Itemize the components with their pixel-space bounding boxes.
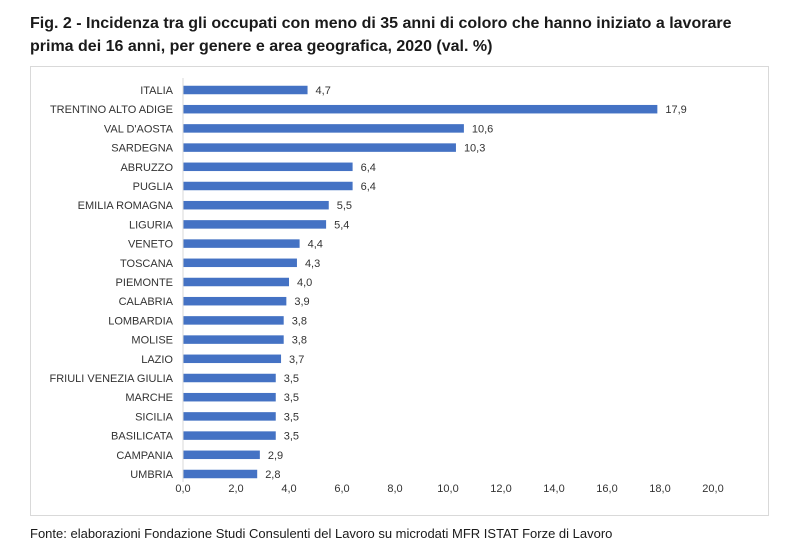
x-tick-label: 6,0: [334, 483, 349, 495]
value-label-toscana: 4,3: [305, 258, 320, 270]
x-tick-label: 4,0: [281, 483, 296, 495]
category-label-abruzzo: ABRUZZO: [120, 162, 173, 174]
category-label-campania: CAMPANIA: [116, 450, 173, 462]
value-label-piemonte: 4,0: [297, 277, 312, 289]
bar-val-d-aosta: [183, 124, 464, 133]
x-tick-label: 2,0: [228, 483, 243, 495]
bar-sardegna: [183, 143, 456, 152]
bar-puglia: [183, 181, 353, 191]
source-note: Fonte: elaborazioni Fondazione Studi Con…: [30, 526, 613, 541]
category-label-lombardia: LOMBARDIA: [108, 315, 173, 327]
value-label-friuli-venezia-giulia: 3,5: [284, 373, 299, 385]
bar-friuli-venezia-giulia: [183, 373, 276, 383]
value-label-basilicata: 3,5: [284, 431, 299, 443]
value-label-sicilia: 3,5: [284, 411, 299, 423]
category-label-calabria: CALABRIA: [119, 296, 174, 308]
bar-italia: [183, 85, 308, 95]
bar-calabria: [183, 296, 287, 306]
category-label-italia: ITALIA: [140, 85, 173, 97]
chart-area: ITALIA 4,7 TRENTINO ALTO ADIGE 17,9 VAL D'AO…: [30, 66, 769, 516]
value-label-campania: 2,9: [268, 450, 283, 462]
category-label-emilia-romagna: EMILIA ROMAGNA: [78, 200, 174, 212]
value-label-trentino-alto-adige: 17,9: [665, 104, 686, 116]
bar-piemonte: [183, 277, 289, 287]
x-tick-label: 8,0: [387, 483, 402, 495]
bar-chart: ITALIA 4,7 TRENTINO ALTO ADIGE 17,9 VAL D'AO…: [50, 78, 724, 495]
x-tick-label: 14,0: [543, 483, 564, 495]
value-label-puglia: 6,4: [361, 181, 376, 193]
category-label-marche: MARCHE: [125, 392, 173, 404]
bar-sicilia: [183, 412, 276, 421]
chart-title: Fig. 2 - Incidenza tra gli occupati con …: [30, 15, 732, 55]
bar-abruzzo: [183, 162, 353, 172]
value-label-marche: 3,5: [284, 392, 299, 404]
category-label-veneto: VENETO: [128, 239, 173, 251]
category-label-val-d-aosta: VAL D'AOSTA: [104, 123, 174, 135]
x-tick-label: 0,0: [175, 483, 190, 495]
x-tick-label: 20,0: [702, 483, 723, 495]
value-label-abruzzo: 6,4: [361, 162, 376, 174]
value-label-umbria: 2,8: [265, 469, 280, 481]
bar-trentino-alto-adige: [183, 104, 658, 114]
category-label-sicilia: SICILIA: [135, 411, 174, 423]
bar-veneto: [183, 239, 300, 248]
value-label-liguria: 5,4: [334, 219, 349, 231]
value-label-italia: 4,7: [316, 85, 331, 97]
value-label-lazio: 3,7: [289, 354, 304, 366]
x-tick-label: 16,0: [596, 483, 617, 495]
bar-lombardia: [183, 316, 284, 325]
category-label-friuli-venezia-giulia: FRIULI VENEZIA GIULIA: [50, 373, 174, 385]
x-tick-label: 10,0: [437, 483, 458, 495]
bar-toscana: [183, 258, 297, 268]
category-label-sardegna: SARDEGNA: [111, 143, 173, 155]
value-label-val-d-aosta: 10,6: [472, 123, 493, 135]
category-label-piemonte: PIEMONTE: [116, 277, 173, 289]
category-label-molise: MOLISE: [131, 335, 173, 347]
bar-lazio: [183, 354, 282, 364]
value-label-calabria: 3,9: [294, 296, 309, 308]
category-label-liguria: LIGURIA: [129, 219, 174, 231]
category-label-trentino-alto-adige: TRENTINO ALTO ADIGE: [50, 104, 173, 116]
category-label-lazio: LAZIO: [141, 354, 173, 366]
bar-basilicata: [183, 431, 276, 440]
category-label-toscana: TOSCANA: [120, 258, 174, 270]
category-label-umbria: UMBRIA: [130, 469, 173, 481]
bar-umbria: [183, 469, 258, 479]
bar-emilia-romagna: [183, 200, 329, 210]
bar-campania: [183, 450, 260, 460]
x-tick-label: 12,0: [490, 483, 511, 495]
value-label-sardegna: 10,3: [464, 143, 485, 155]
category-label-puglia: PUGLIA: [133, 181, 174, 193]
category-label-basilicata: BASILICATA: [111, 431, 174, 443]
value-label-lombardia: 3,8: [292, 315, 307, 327]
value-label-veneto: 4,4: [308, 239, 323, 251]
bar-marche: [183, 392, 276, 402]
value-label-emilia-romagna: 5,5: [337, 200, 352, 212]
value-label-molise: 3,8: [292, 335, 307, 347]
x-tick-label: 18,0: [649, 483, 670, 495]
bar-molise: [183, 335, 284, 344]
bar-liguria: [183, 220, 327, 229]
